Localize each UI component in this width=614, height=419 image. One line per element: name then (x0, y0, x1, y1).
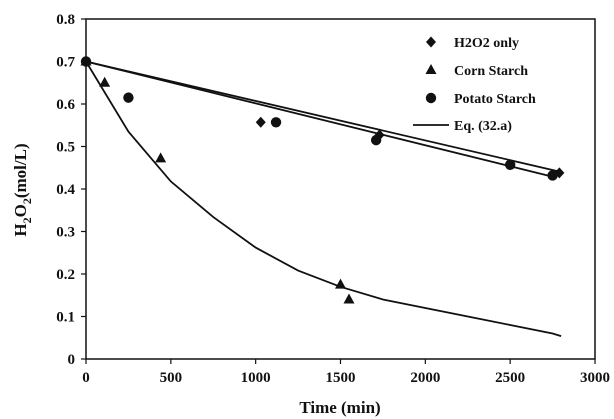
y-tick-label: 0.1 (56, 310, 75, 326)
legend-potato-starch-symbol (425, 92, 437, 104)
x-axis-title: Time (min) (299, 398, 380, 417)
legend: H2O2 only Corn Starch Potato Starch Eq. (32… (413, 36, 536, 134)
y-tick-labels: 0 0.1 0.2 0.3 0.4 0.5 0.6 0.7 0.8 (56, 12, 75, 368)
x-tick-label: 2000 (410, 370, 440, 386)
y-tick-label: 0.5 (56, 140, 75, 156)
y-tick-label: 0.8 (56, 12, 75, 28)
y-tick-label: 0.4 (56, 182, 75, 198)
x-tick-label: 0 (82, 370, 90, 386)
corn-starch-point (343, 293, 355, 304)
y-tick-label: 0.7 (56, 55, 75, 71)
legend-h2o2-only-label: H2O2 only (454, 36, 519, 51)
x-tick-label: 1000 (241, 370, 271, 386)
potato-starch-point (547, 170, 558, 181)
corn-starch-point (335, 278, 346, 289)
y-tick-label: 0.2 (56, 267, 75, 283)
x-tick-label: 2500 (495, 370, 525, 386)
data-markers (80, 55, 565, 304)
x-tick-label: 3000 (580, 370, 610, 386)
y-axis-title-sub-2a: 2 (20, 217, 34, 223)
y-tick-label: 0.6 (56, 97, 75, 113)
legend-corn-starch-label: Corn Starch (454, 64, 528, 79)
legend-corn-starch-symbol (425, 64, 437, 74)
legend-potato-starch-label: Potato Starch (454, 92, 536, 107)
potato-starch-point (123, 92, 134, 103)
corn-starch-point (99, 76, 111, 87)
potato-starch-point (504, 159, 516, 170)
x-tick-labels: 0 500 1000 1500 2000 2500 3000 (82, 370, 610, 386)
axis-ticks (81, 18, 596, 364)
x-tick-label: 1500 (326, 370, 356, 386)
h2o2-only-point (255, 116, 266, 128)
potato-starch-point (270, 117, 282, 128)
y-axis-title-o: O (11, 204, 30, 217)
legend-h2o2-only-symbol (426, 36, 436, 48)
x-tick-label: 500 (160, 370, 183, 386)
y-axis-title-sub-2b: 2 (20, 198, 34, 204)
y-tick-label: 0 (68, 352, 76, 368)
fit-line (85, 60, 562, 173)
y-tick-label: 0.3 (56, 225, 75, 241)
y-axis-title-h: H (11, 223, 30, 236)
corn-starch-point (155, 152, 167, 163)
legend-eq-32-a-label: Eq. (32.a) (454, 119, 512, 134)
y-axis-title: H2O2(mol/L) (11, 143, 34, 236)
fit-line (85, 60, 555, 178)
potato-starch-point (370, 134, 382, 146)
y-axis-title-unit: (mol/L) (11, 143, 30, 198)
potato-starch-point (80, 56, 92, 67)
